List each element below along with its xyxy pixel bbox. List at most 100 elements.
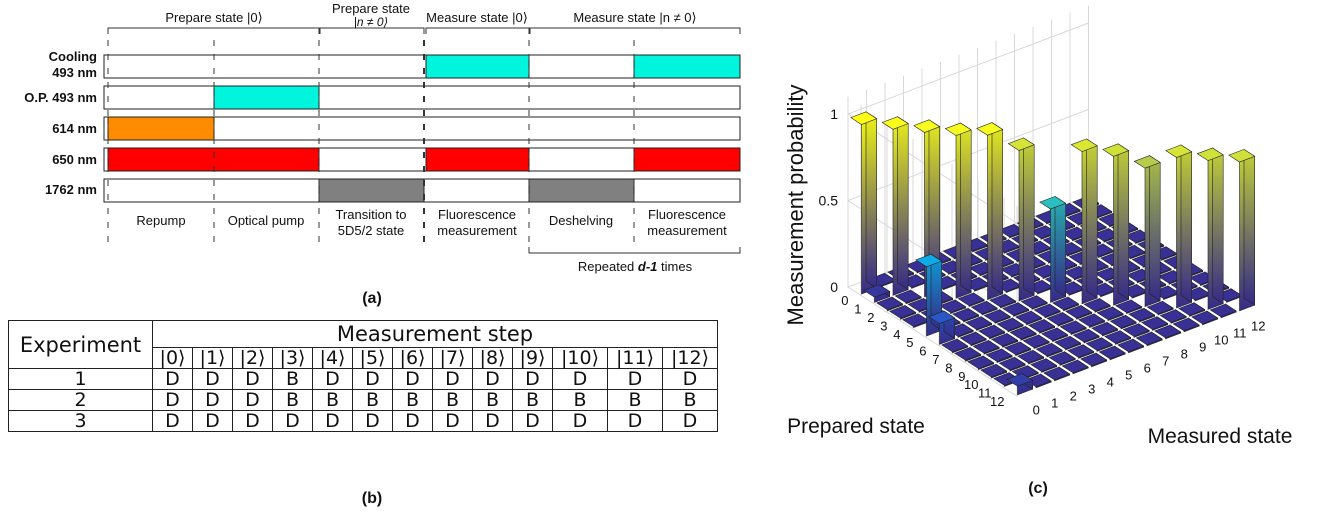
bar-3d — [889, 304, 917, 320]
caption-b: (b) — [362, 490, 382, 507]
outcome-cell: D — [552, 410, 608, 432]
bar-face — [991, 122, 1004, 295]
ket-cell: |4⟩ — [312, 347, 353, 369]
bar-top — [863, 284, 891, 298]
bar-top — [1072, 328, 1100, 343]
bar-3d — [1006, 372, 1034, 396]
outcome-cell: B — [662, 389, 718, 411]
experiment-row: 3 D D D D D D D D D D D D D — [8, 410, 718, 432]
y-tick-label: 5 — [906, 335, 913, 350]
bar-3d — [1030, 358, 1058, 373]
outcome-cell: D — [232, 368, 273, 390]
bar-top — [1098, 345, 1126, 360]
bar-top — [894, 289, 922, 304]
bar-3d — [1178, 302, 1206, 317]
y-axis-label: Prepared state — [787, 415, 925, 438]
outcome-cell: D — [512, 410, 553, 432]
bar-top — [876, 296, 904, 311]
bar-top — [1043, 366, 1071, 381]
outcome-cell: D — [192, 368, 233, 390]
bar-top — [1022, 334, 1050, 348]
bar-top — [1133, 155, 1161, 169]
bar-top — [881, 116, 909, 130]
bar-3d — [1028, 318, 1056, 334]
bar-top — [970, 300, 998, 315]
bar-top — [959, 331, 987, 346]
bar-top — [1080, 352, 1108, 367]
y-tick-label: 12 — [990, 394, 1004, 409]
bar-3d — [1098, 345, 1126, 361]
bar-top — [1041, 327, 1069, 341]
bar-top — [1091, 321, 1119, 336]
bar-3d — [957, 292, 985, 308]
bar-3d — [965, 316, 993, 331]
header-experiment: Experiment — [8, 320, 153, 369]
bar-face — [1117, 143, 1129, 301]
bar-top — [850, 111, 878, 125]
outcome-cell: D — [472, 410, 513, 432]
deshelving-pulse — [528, 178, 635, 203]
bar-3d — [1085, 337, 1113, 352]
bar-3d — [1022, 334, 1050, 350]
outcome-cell: B — [512, 389, 553, 411]
cooling-pulse — [425, 54, 530, 79]
y-tick-label: 4 — [893, 327, 900, 342]
bar-3d — [1209, 303, 1237, 319]
bar-top — [1004, 341, 1032, 355]
step-separators — [107, 40, 635, 245]
z-tick-label: 0 — [830, 279, 838, 295]
bar-3d — [1122, 323, 1150, 338]
bar-3d — [1135, 331, 1163, 347]
ket-cell: |9⟩ — [512, 347, 553, 369]
y-tick-label: 1 — [854, 302, 861, 317]
repeat-label: Repeated d-1 times — [578, 259, 693, 274]
bar-3d — [1035, 342, 1063, 358]
bar-3d — [1083, 297, 1111, 313]
bar-3d — [1080, 352, 1108, 368]
outcome-cell: D — [662, 368, 718, 390]
bar-3d — [1078, 313, 1106, 329]
bar-top — [1135, 331, 1163, 346]
bar-3d — [959, 331, 987, 347]
outcome-cell: D — [152, 389, 193, 411]
outcome-cell: D — [312, 368, 353, 390]
bar-3d — [1102, 143, 1130, 306]
bar-top — [1117, 338, 1145, 353]
laser-row — [103, 116, 741, 141]
bar-top — [1015, 310, 1043, 325]
bar-top — [928, 310, 956, 325]
bar-3d — [1117, 338, 1145, 354]
experiment-number: 3 — [8, 410, 153, 432]
bar-top — [954, 347, 982, 361]
outcome-cell: B — [312, 389, 353, 411]
bar-3d — [1065, 304, 1093, 320]
bar-top — [989, 293, 1017, 308]
bar-3d — [1061, 359, 1089, 375]
z-axis-label: Measurement probability — [783, 85, 808, 326]
step-label: Repump — [136, 213, 185, 228]
step-label: 5D5/2 state — [338, 223, 405, 238]
bar-3d — [876, 296, 904, 312]
experiment-number: 1 — [8, 368, 153, 390]
x-tick-label: 0 — [1033, 403, 1040, 418]
outcome-cell: D — [232, 410, 273, 432]
phase-bracket — [107, 27, 320, 34]
outcome-cell: B — [392, 389, 433, 411]
bar-3d — [1115, 299, 1143, 315]
bar-top — [1052, 296, 1080, 311]
bar-3d — [980, 363, 1008, 379]
x-tick-label: 6 — [1144, 361, 1151, 376]
bar-top — [1085, 337, 1113, 351]
bar-3d — [967, 355, 995, 371]
bar-top — [1065, 305, 1093, 319]
bar-top — [976, 122, 1004, 136]
bar-face — [960, 122, 972, 294]
bar-top — [978, 324, 1006, 339]
bar-3d — [1096, 306, 1124, 322]
bar-face — [1243, 148, 1255, 306]
laser-label: 650 nm — [52, 152, 97, 167]
bar-3d — [1159, 309, 1187, 324]
bar-top — [1159, 309, 1187, 323]
